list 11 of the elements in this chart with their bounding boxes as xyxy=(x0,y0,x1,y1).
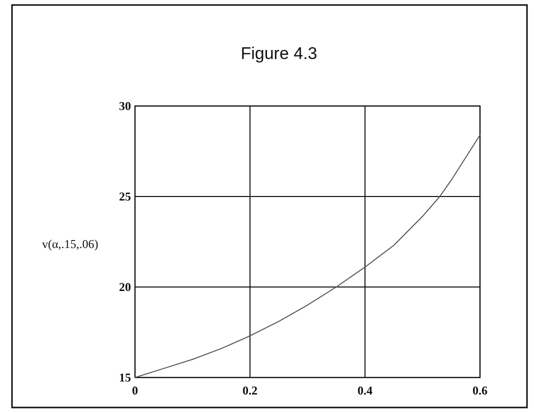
y-tick-label: 15 xyxy=(119,370,131,385)
chart-title: Figure 4.3 xyxy=(240,44,318,63)
y-axis-title: v(α,.15,.06) xyxy=(42,237,98,251)
y-tick-label: 25 xyxy=(119,190,131,204)
y-tick-label: 30 xyxy=(119,99,131,114)
x-tick-label: 0.2 xyxy=(242,384,258,398)
x-tick-label: 0.6 xyxy=(472,384,488,398)
x-tick-label: 0.4 xyxy=(358,384,372,398)
y-tick-label: 20 xyxy=(119,280,131,294)
x-tick-label: 0 xyxy=(132,384,138,398)
line-series xyxy=(134,134,480,378)
